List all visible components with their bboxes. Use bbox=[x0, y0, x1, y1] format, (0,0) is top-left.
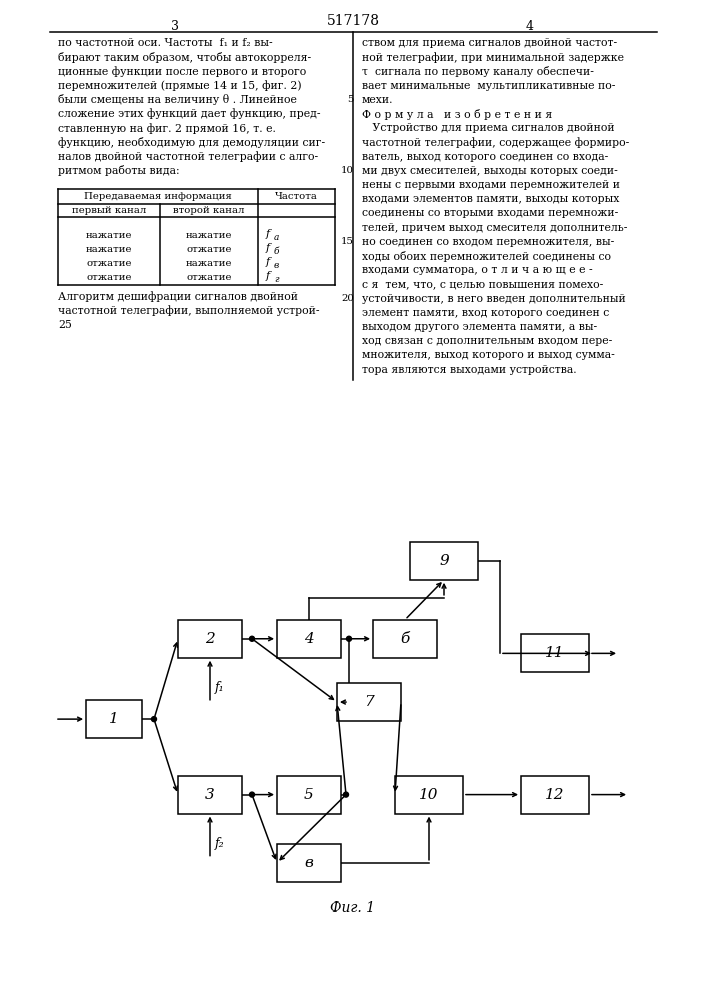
Text: второй канал: второй канал bbox=[173, 206, 245, 215]
Text: 20: 20 bbox=[341, 294, 354, 303]
Text: ционные функции после первого и второго: ционные функции после первого и второго bbox=[58, 66, 306, 77]
Text: отжатие: отжатие bbox=[186, 272, 232, 282]
Text: устойчивости, в него введен дополнительный: устойчивости, в него введен дополнительн… bbox=[362, 294, 626, 304]
Text: входами элементов памяти, выходы которых: входами элементов памяти, выходы которых bbox=[362, 194, 619, 204]
Text: 15: 15 bbox=[341, 237, 354, 246]
Text: входами сумматора, о т л и ч а ю щ е е -: входами сумматора, о т л и ч а ю щ е е - bbox=[362, 265, 592, 275]
Text: 10: 10 bbox=[341, 166, 354, 175]
Text: 5: 5 bbox=[348, 95, 354, 104]
Text: нажатие: нажатие bbox=[86, 244, 132, 253]
Text: 3: 3 bbox=[205, 788, 215, 802]
FancyBboxPatch shape bbox=[178, 776, 242, 814]
Text: по частотной оси. Частоты  f₁ и f₂ вы-: по частотной оси. Частоты f₁ и f₂ вы- bbox=[58, 38, 273, 48]
Circle shape bbox=[151, 717, 156, 722]
Text: ход связан с дополнительным входом пере-: ход связан с дополнительным входом пере- bbox=[362, 336, 612, 346]
Text: f: f bbox=[266, 243, 270, 253]
Text: нены с первыми входами перемножителей и: нены с первыми входами перемножителей и bbox=[362, 180, 620, 190]
Text: б: б bbox=[400, 632, 409, 646]
Text: отжатие: отжатие bbox=[86, 258, 132, 267]
Text: 9: 9 bbox=[439, 554, 449, 568]
Text: г: г bbox=[274, 275, 279, 284]
Text: 3: 3 bbox=[171, 20, 179, 33]
Text: 1: 1 bbox=[109, 712, 119, 726]
Text: мехи.: мехи. bbox=[362, 95, 394, 105]
Text: частотной телеграфии, содержащее формиро-: частотной телеграфии, содержащее формиро… bbox=[362, 137, 629, 148]
Text: f: f bbox=[266, 271, 270, 281]
Text: ритмом работы вида:: ритмом работы вида: bbox=[58, 165, 180, 176]
Text: ной телеграфии, при минимальной задержке: ной телеграфии, при минимальной задержке bbox=[362, 52, 624, 63]
Text: отжатие: отжатие bbox=[186, 244, 232, 253]
Text: с я  тем, что, с целью повышения помехо-: с я тем, что, с целью повышения помехо- bbox=[362, 279, 603, 289]
Text: 12: 12 bbox=[545, 788, 565, 802]
Text: ватель, выход которого соединен со входа-: ватель, выход которого соединен со входа… bbox=[362, 152, 608, 162]
Text: Частота: Частота bbox=[275, 192, 318, 201]
Text: выходом другого элемента памяти, а вы-: выходом другого элемента памяти, а вы- bbox=[362, 322, 597, 332]
Text: Фиг. 1: Фиг. 1 bbox=[330, 901, 375, 915]
FancyBboxPatch shape bbox=[277, 620, 341, 658]
Text: телей, причем выход смесителя дополнитель-: телей, причем выход смесителя дополнител… bbox=[362, 223, 627, 233]
Text: были смещены на величину θ . Линейное: были смещены на величину θ . Линейное bbox=[58, 94, 297, 105]
Circle shape bbox=[250, 636, 255, 641]
Text: в: в bbox=[305, 856, 313, 870]
Text: бирают таким образом, чтобы автокорреля-: бирают таким образом, чтобы автокорреля- bbox=[58, 52, 311, 63]
FancyBboxPatch shape bbox=[178, 620, 242, 658]
Text: Алгоритм дешифрации сигналов двойной: Алгоритм дешифрации сигналов двойной bbox=[58, 292, 298, 302]
Circle shape bbox=[346, 636, 351, 641]
Text: 25: 25 bbox=[58, 320, 72, 330]
Text: ходы обоих перемножителей соединены со: ходы обоих перемножителей соединены со bbox=[362, 250, 611, 261]
FancyBboxPatch shape bbox=[277, 776, 341, 814]
Text: f: f bbox=[266, 257, 270, 267]
Text: ством для приема сигналов двойной частот-: ством для приема сигналов двойной частот… bbox=[362, 38, 617, 48]
Text: перемножителей (прямые 14 и 15, фиг. 2): перемножителей (прямые 14 и 15, фиг. 2) bbox=[58, 80, 302, 91]
FancyBboxPatch shape bbox=[410, 542, 478, 580]
Text: 4: 4 bbox=[304, 632, 314, 646]
FancyBboxPatch shape bbox=[277, 844, 341, 882]
Text: нажатие: нажатие bbox=[86, 231, 132, 239]
Circle shape bbox=[344, 792, 349, 797]
Text: в: в bbox=[274, 261, 279, 270]
Text: первый канал: первый канал bbox=[72, 206, 146, 215]
FancyBboxPatch shape bbox=[86, 700, 142, 738]
Text: 2: 2 bbox=[205, 632, 215, 646]
Text: налов двойной частотной телеграфии с алго-: налов двойной частотной телеграфии с алг… bbox=[58, 151, 318, 162]
Text: но соединен со входом перемножителя, вы-: но соединен со входом перемножителя, вы- bbox=[362, 237, 614, 247]
Text: а: а bbox=[274, 233, 279, 242]
Text: Передаваемая информация: Передаваемая информация bbox=[84, 192, 232, 201]
Text: f₂: f₂ bbox=[215, 837, 225, 850]
Text: отжатие: отжатие bbox=[86, 272, 132, 282]
Text: элемент памяти, вход которого соединен с: элемент памяти, вход которого соединен с bbox=[362, 308, 609, 318]
Text: f: f bbox=[266, 229, 270, 239]
Text: функцию, необходимую для демодуляции сиг-: функцию, необходимую для демодуляции сиг… bbox=[58, 137, 325, 148]
Text: f₁: f₁ bbox=[215, 681, 225, 694]
Text: 10: 10 bbox=[419, 788, 439, 802]
Text: сложение этих функций дает функцию, пред-: сложение этих функций дает функцию, пред… bbox=[58, 109, 320, 119]
FancyBboxPatch shape bbox=[521, 634, 589, 672]
Text: нажатие: нажатие bbox=[186, 231, 233, 239]
Text: ставленную на фиг. 2 прямой 16, т. е.: ставленную на фиг. 2 прямой 16, т. е. bbox=[58, 123, 276, 134]
Text: 4: 4 bbox=[526, 20, 534, 33]
Text: 517178: 517178 bbox=[327, 14, 380, 28]
Text: Устройство для приема сигналов двойной: Устройство для приема сигналов двойной bbox=[362, 123, 614, 133]
Text: Ф о р м у л а   и з о б р е т е н и я: Ф о р м у л а и з о б р е т е н и я bbox=[362, 108, 552, 119]
FancyBboxPatch shape bbox=[373, 620, 437, 658]
Text: вает минимальные  мультипликативные по-: вает минимальные мультипликативные по- bbox=[362, 81, 615, 91]
Text: 5: 5 bbox=[304, 788, 314, 802]
Text: 7: 7 bbox=[364, 695, 374, 709]
Text: б: б bbox=[274, 247, 279, 256]
Text: множителя, выход которого и выход сумма-: множителя, выход которого и выход сумма- bbox=[362, 350, 615, 360]
FancyBboxPatch shape bbox=[521, 776, 589, 814]
Text: τ  сигнала по первому каналу обеспечи-: τ сигнала по первому каналу обеспечи- bbox=[362, 66, 594, 77]
Circle shape bbox=[250, 792, 255, 797]
Text: ми двух смесителей, выходы которых соеди-: ми двух смесителей, выходы которых соеди… bbox=[362, 166, 618, 176]
Text: частотной телеграфии, выполняемой устрой-: частотной телеграфии, выполняемой устрой… bbox=[58, 306, 320, 316]
FancyBboxPatch shape bbox=[337, 683, 401, 721]
Text: тора являются выходами устройства.: тора являются выходами устройства. bbox=[362, 365, 577, 375]
Text: нажатие: нажатие bbox=[186, 258, 233, 267]
FancyBboxPatch shape bbox=[395, 776, 463, 814]
Text: 11: 11 bbox=[545, 646, 565, 660]
Text: соединены со вторыми входами перемножи-: соединены со вторыми входами перемножи- bbox=[362, 208, 618, 218]
